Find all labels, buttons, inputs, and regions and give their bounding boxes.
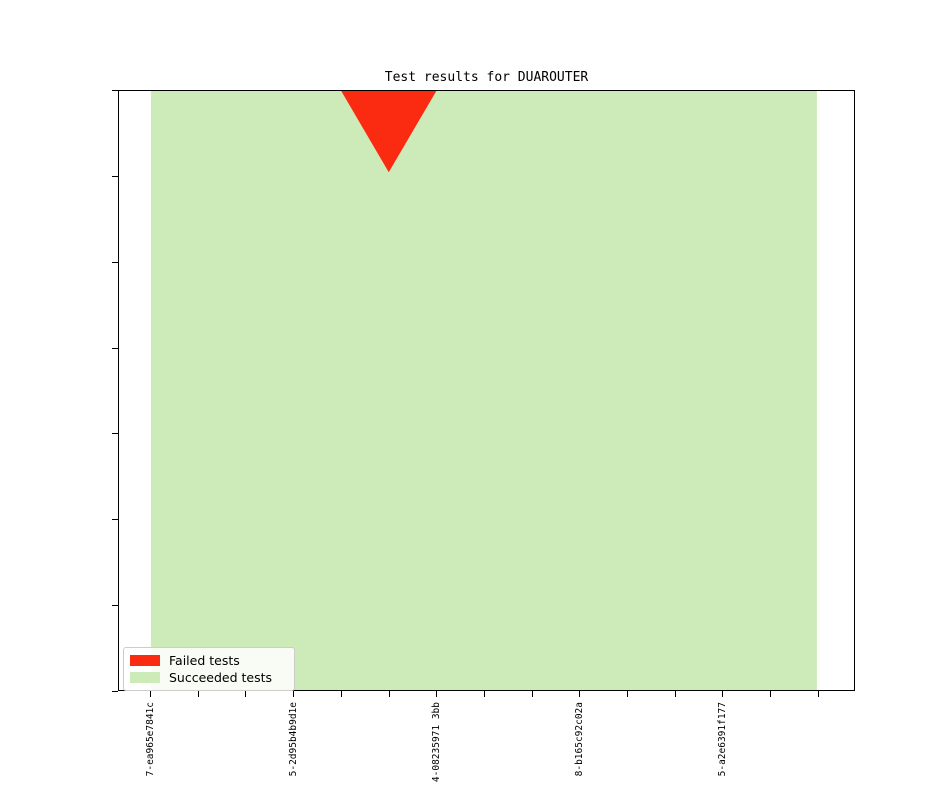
x-tick-mark <box>436 691 438 697</box>
y-tick-mark <box>112 261 118 263</box>
x-tick-mark <box>579 691 581 697</box>
y-tick-mark <box>112 347 118 349</box>
x-tick-mark <box>674 691 676 697</box>
stackplot-canvas <box>150 91 817 690</box>
y-tick-mark <box>112 605 118 607</box>
legend-label: Succeeded tests <box>169 670 273 685</box>
x-tick-mark <box>388 691 390 697</box>
y-tick-mark <box>112 691 118 692</box>
legend-item: Succeeded tests <box>130 669 288 686</box>
area-succeeded-tests <box>150 91 817 690</box>
x-tick-mark <box>150 691 151 697</box>
x-tick-mark <box>531 691 533 697</box>
x-tick-mark <box>483 691 485 697</box>
legend-item: Failed tests <box>130 652 288 669</box>
y-tick-mark <box>112 433 118 435</box>
x-tick-mark <box>817 691 819 697</box>
x-tick-mark <box>197 691 199 697</box>
x-tick-mark <box>245 691 247 697</box>
legend-swatch <box>130 672 160 683</box>
y-tick-mark <box>112 519 118 521</box>
x-tick-mark <box>293 691 295 697</box>
x-tick-label: 4-08235971 3bb <box>431 702 443 783</box>
x-tick-label: 5-2d95b4b9d1e <box>288 702 300 777</box>
y-tick-mark <box>112 175 118 177</box>
x-tick-label: 7-ea965e7841c <box>145 702 156 777</box>
x-tick-mark <box>627 691 628 697</box>
x-tick-label: 8-b165c92c02a <box>574 702 586 777</box>
y-tick-mark <box>112 90 118 91</box>
legend-label: Failed tests <box>169 653 240 668</box>
x-tick-label: 5-a2e6391f177 <box>717 702 729 777</box>
x-tick-mark <box>722 691 724 697</box>
chart-title: Test results for DUAROUTER <box>384 70 589 85</box>
x-tick-mark <box>340 691 342 697</box>
legend-swatch <box>130 655 160 666</box>
legend: Failed tests Succeeded tests <box>123 647 295 691</box>
plot-axes <box>118 90 855 691</box>
x-tick-mark <box>770 691 772 697</box>
